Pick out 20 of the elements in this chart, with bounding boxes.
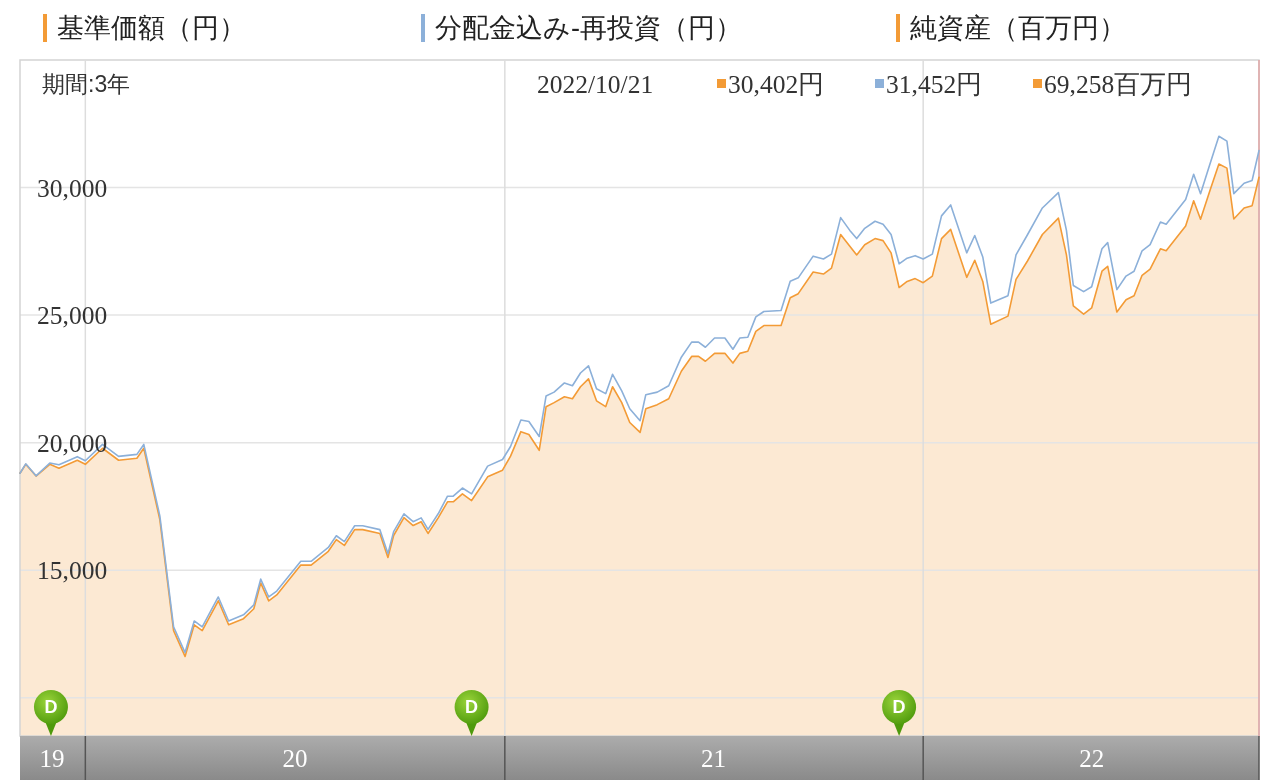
- x-tick-label: 20: [282, 744, 308, 772]
- y-tick-label: 15,000: [37, 555, 108, 585]
- annotation: 31,452円: [886, 69, 983, 99]
- y-tick-label: 30,000: [37, 173, 108, 203]
- annotation: D: [44, 697, 58, 717]
- annotation: 69,258百万円: [1044, 69, 1193, 99]
- line-series: [19, 135, 1260, 654]
- legend-label: 分配金込み-再投資（円）: [435, 13, 742, 43]
- x-tick-label: 19: [39, 744, 65, 772]
- x-tick-label: 21: [700, 744, 726, 772]
- text: 期間:3年: [42, 71, 131, 97]
- legend-label: 純資産（百万円）: [910, 13, 1126, 43]
- x-tick-label: 22: [1079, 744, 1105, 772]
- y-tick-label: 20,000: [37, 428, 108, 458]
- legend-label: 基準価額（円）: [57, 13, 246, 43]
- annotation: D: [892, 697, 906, 717]
- y-tick-label: 25,000: [37, 300, 108, 330]
- annotation: 2022/10/21: [537, 69, 654, 99]
- annotation: D: [465, 697, 479, 717]
- annotation: 30,402円: [728, 69, 825, 99]
